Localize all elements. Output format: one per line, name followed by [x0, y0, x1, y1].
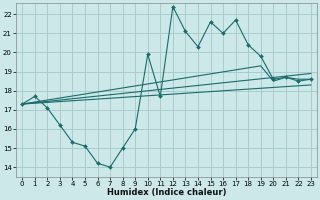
X-axis label: Humidex (Indice chaleur): Humidex (Indice chaleur) — [107, 188, 226, 197]
